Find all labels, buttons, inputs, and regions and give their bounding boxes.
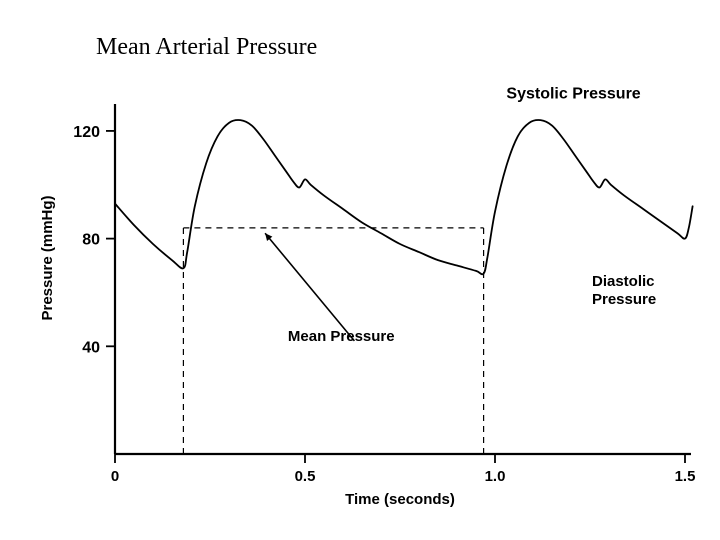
x-tick-label: 1.0 [485,468,506,485]
mean-pressure-arrow [265,233,354,341]
systolic-label: Systolic Pressure [506,86,640,103]
y-tick-label: 40 [82,339,100,356]
x-tick-label: 0 [111,468,119,485]
x-tick-label: 0.5 [295,468,316,485]
chart-title: Mean Arterial Pressure [96,34,317,61]
mean-pressure-label: Mean Pressure [288,328,395,345]
pressure-chart: 0 0.5 1.0 1.5 Time (seconds) 40 80 120 Pressure … [0,0,720,540]
y-axis-label: Pressure (mmHg) [39,195,56,320]
pressure-waveform [115,120,693,274]
diastolic-label-line1: Diastolic [592,273,655,290]
x-tick-label: 1.5 [675,468,696,485]
diastolic-label-line2: Pressure [592,291,656,308]
y-tick-label: 80 [82,232,100,249]
y-tick-label: 120 [73,124,100,141]
x-axis-label: Time (seconds) [345,491,455,508]
